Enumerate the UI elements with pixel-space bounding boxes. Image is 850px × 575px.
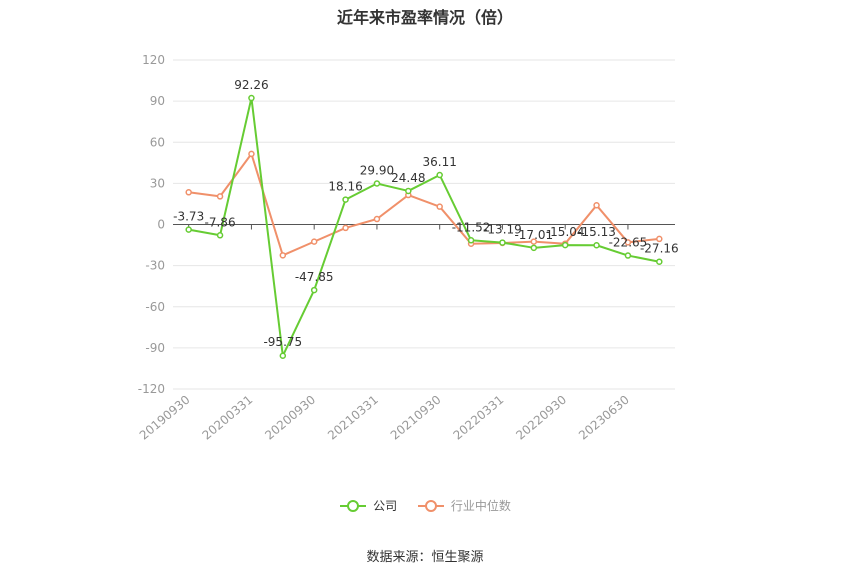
data-label-company: -47.85 [295,270,334,284]
data-source: 数据来源：恒生聚源 [366,550,484,565]
data-label-company: -13.19 [483,223,522,237]
x-tick-label: 20190930 [137,393,193,443]
y-tick-label: -30 [145,259,165,273]
data-point-company [624,252,632,259]
data-point-company [310,286,318,294]
data-point-company [342,196,349,203]
data-point-industry-median [248,150,255,158]
x-tick-label: 20220930 [513,393,569,443]
data-label-company: 36.11 [423,155,457,169]
data-label-company: -7.86 [205,215,236,229]
data-point-company [656,258,663,265]
y-tick-label: -90 [145,341,165,355]
y-tick-label: -60 [145,300,165,314]
data-point-company [436,171,443,179]
x-tick-label: 20200331 [200,393,256,443]
data-point-company [373,180,381,187]
data-point-industry-median [279,252,287,259]
data-label-company: -3.73 [173,210,204,224]
data-point-industry-median [593,202,600,209]
y-tick-label: 90 [150,94,165,108]
data-label-company: -17.01 [514,228,553,242]
series-line-industry-median [188,152,660,257]
data-point-company [499,239,506,246]
data-point-company [530,244,538,252]
data-point-company [248,94,255,102]
legend-company-marker-icon [340,499,367,512]
legend-label-industry-median: 行业中位数 [450,499,511,513]
legend-item-company[interactable]: 公司 [339,497,397,514]
x-tick-label: 20230630 [576,393,632,443]
x-tick-label: 20210331 [325,393,381,443]
legend-industry-marker-icon [417,499,444,512]
legend-item-industry-median[interactable]: 行业中位数 [417,497,511,514]
data-point-industry-median [216,193,224,200]
y-tick-label: 0 [157,218,165,232]
data-point-company [216,232,224,239]
data-point-industry-median [310,238,318,245]
data-point-industry-median [373,215,381,223]
data-label-company: -27.16 [640,242,679,256]
data-point-company [405,187,412,195]
data-label-company: 29.90 [360,164,394,178]
y-tick-label: 60 [150,135,165,149]
data-point-industry-median [530,238,538,245]
data-point-company [185,226,192,233]
y-tick-label: 120 [142,53,165,67]
y-tick-label: 30 [150,176,165,190]
y-tick-label: -120 [138,382,165,396]
data-point-company [279,352,287,360]
legend-label-company: 公司 [373,499,398,513]
data-point-industry-median [342,224,349,232]
data-label-company: -22.65 [609,236,648,250]
chart-title: 近年来市盈率情况（倍） [336,8,513,27]
data-point-industry-median [436,203,443,210]
x-tick-label: 20200930 [262,393,318,443]
data-point-company [593,241,600,249]
data-label-company: 24.48 [391,171,425,185]
data-point-industry-median [185,189,192,196]
x-tick-label: 20220331 [451,393,507,443]
data-label-company: -15.04 [546,225,585,239]
data-point-company [467,237,475,244]
x-tick-label: 20210930 [388,393,444,443]
legend: 公司 行业中位数 [0,497,850,516]
data-label-company: -95.75 [263,335,302,349]
series-line-company [188,97,660,357]
data-label-company: -11.52 [452,220,491,234]
data-point-industry-median [656,235,663,243]
data-label-company: 18.16 [328,180,362,194]
data-point-industry-median [624,239,632,246]
data-label-company: -15.13 [577,225,616,239]
data-point-company [561,241,569,249]
data-label-company: 92.26 [234,78,268,92]
